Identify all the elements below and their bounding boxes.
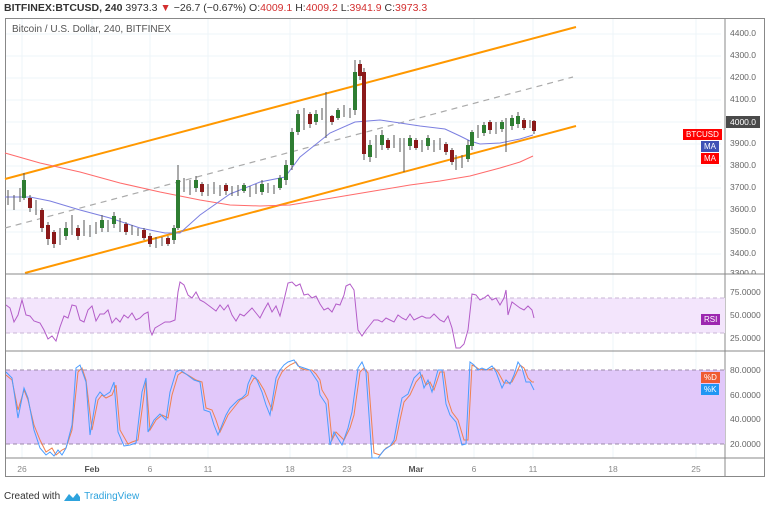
open-value: 4009.1 — [260, 2, 293, 14]
price-tick: 3800.0 — [730, 160, 756, 170]
chart-frame[interactable] — [5, 18, 765, 477]
last-price: 3973.3 — [125, 2, 158, 14]
time-tick: 26 — [17, 464, 27, 474]
tradingview-logo-icon — [64, 493, 81, 501]
channel-lower-line — [24, 125, 577, 274]
time-tick: 25 — [691, 464, 701, 474]
stoch-tick: 40.0000 — [730, 414, 761, 424]
ma-slow-tag: MA — [701, 153, 719, 164]
open-label: O: — [249, 2, 261, 14]
symbol-name: BITFINEX:BTCUSD, 240 — [4, 2, 123, 14]
time-tick: 23 — [342, 464, 352, 474]
stoch-tick: 60.0000 — [730, 390, 761, 400]
time-tick: 18 — [285, 464, 295, 474]
close-label: C: — [384, 2, 396, 14]
stoch-k-line — [5, 359, 535, 459]
channel-upper-line — [4, 26, 577, 180]
price-tick: 4200.0 — [730, 72, 756, 82]
chart-subtitle: Bitcoin / U.S. Dollar, 240, BITFINEX — [12, 24, 171, 35]
stoch-pane[interactable] — [5, 359, 725, 459]
stoch-tick: 20.0000 — [730, 439, 761, 449]
time-tick: Mar — [408, 464, 424, 474]
price-tick: 3600.0 — [730, 204, 756, 214]
current-price-label: 4000.0 — [726, 116, 760, 128]
time-tick: 6 — [147, 464, 153, 474]
time-tick: 11 — [203, 464, 213, 474]
down-candles — [28, 64, 536, 244]
stoch-d-line — [5, 361, 534, 456]
footer: Created with TradingView — [4, 491, 139, 502]
price-tick: 4300.0 — [730, 50, 756, 60]
time-tick: 6 — [471, 464, 477, 474]
price-tick: 3700.0 — [730, 182, 756, 192]
price-tick: 3900.0 — [730, 138, 756, 148]
time-tick: Feb — [84, 464, 100, 474]
rsi-tag: RSI — [701, 314, 721, 325]
rsi-tick: 75.0000 — [730, 287, 761, 297]
price-tick: 4100.0 — [730, 94, 756, 104]
close-value: 3973.3 — [395, 2, 428, 14]
symbol-header: BITFINEX:BTCUSD, 240 3973.3 ▼ −26.7 (−0.… — [4, 2, 427, 14]
price-change: −26.7 (−0.67%) — [173, 2, 247, 14]
rsi-pane[interactable] — [5, 281, 725, 349]
ma-fast-line — [5, 119, 534, 234]
high-label: H: — [295, 2, 306, 14]
btcusd-tag: BTCUSD — [683, 129, 722, 140]
triangle-down-icon: ▼ — [160, 2, 171, 14]
price-tick: 3300.0 — [730, 268, 756, 274]
time-tick: 11 — [528, 464, 538, 474]
price-tick: 3500.0 — [730, 226, 756, 236]
ma-slow-line — [4, 152, 534, 207]
candlesticks — [7, 60, 536, 248]
stoch-tick: 80.0000 — [730, 365, 761, 375]
footer-prefix: Created with — [4, 491, 61, 502]
rsi-tick: 25.0000 — [730, 333, 761, 343]
ascending-channel[interactable] — [4, 26, 577, 274]
low-value: 3941.9 — [349, 2, 382, 14]
stoch-k-tag: %K — [701, 384, 720, 395]
low-label: L: — [340, 2, 350, 14]
time-tick: 18 — [608, 464, 618, 474]
up-candles — [22, 72, 520, 240]
rsi-line — [5, 281, 535, 349]
high-value: 4009.2 — [305, 2, 338, 14]
ma-fast-tag: MA — [701, 141, 719, 152]
tradingview-link[interactable]: TradingView — [84, 491, 140, 502]
price-tick: 3400.0 — [730, 248, 756, 258]
stoch-d-tag: %D — [701, 372, 720, 383]
rsi-tick: 50.0000 — [730, 310, 761, 320]
price-tick: 4400.0 — [730, 28, 756, 38]
channel-mid-line — [4, 76, 574, 229]
